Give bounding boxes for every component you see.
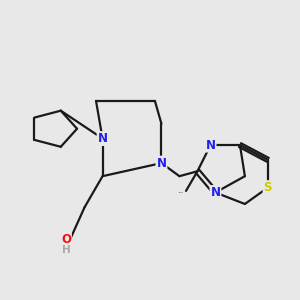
Text: O: O	[61, 233, 71, 247]
Text: N: N	[98, 132, 108, 145]
Text: S: S	[263, 181, 272, 194]
Text: H: H	[61, 245, 70, 255]
Text: methyl: methyl	[178, 192, 184, 193]
Text: N: N	[157, 157, 166, 169]
Text: N: N	[206, 139, 215, 152]
Text: N: N	[210, 186, 220, 199]
